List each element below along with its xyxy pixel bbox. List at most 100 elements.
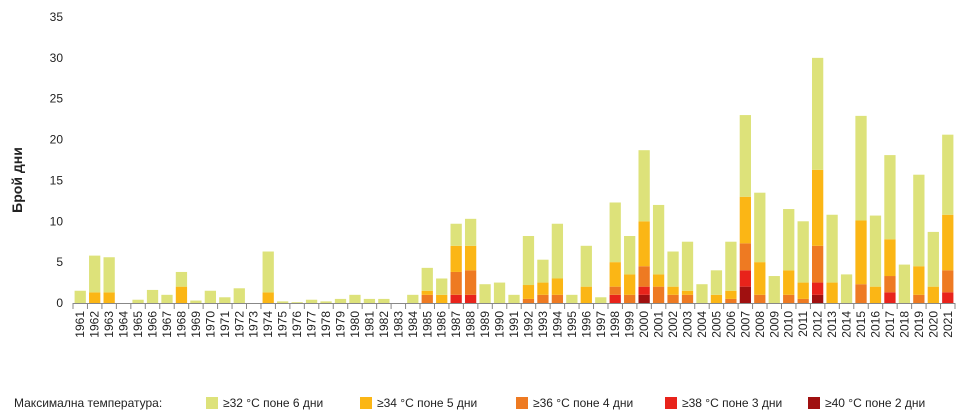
bar-segment [537,259,549,283]
x-tick-label: 1961 [73,311,87,338]
x-tick-label: 1965 [131,311,145,338]
x-tick-label: 1978 [319,311,333,338]
bar-segment [277,301,289,303]
x-tick-label: 1966 [146,311,160,338]
bar-segment [624,274,636,295]
bar-segment [464,294,477,303]
x-tick-label: 2004 [695,311,709,338]
bar-segment [522,235,535,286]
bar-segment [320,301,332,303]
bar-segment [624,294,636,303]
bar-segment [667,294,679,303]
x-tick-label: 1995 [565,311,579,338]
legend-swatch-icon [206,397,218,409]
bar-segment [797,282,809,299]
bar-segment [305,299,318,303]
bar-segment [146,289,159,303]
x-tick-label: 1996 [579,311,593,338]
x-tick-label: 2002 [666,311,680,338]
bar-segment [566,294,578,303]
x-tick-label: 1993 [536,311,550,338]
bar-segment [681,290,694,295]
y-axis-label: Брой дни [9,147,25,213]
bar-segment [450,223,462,246]
x-tick-label: 2015 [854,311,868,338]
x-tick-label: 1964 [117,311,131,338]
bar-segment [74,290,86,303]
bar-segment [551,278,564,295]
bar-segment [652,286,665,303]
bar-segment [450,271,462,295]
y-tick-label: 5 [56,255,63,269]
bar-segment [479,284,491,303]
bar-segment [768,276,780,303]
y-tick-label: 20 [50,133,64,147]
bar-segment [869,286,882,303]
bar-segment [638,266,650,287]
bar-segment [710,294,723,303]
bar-segment [942,270,954,293]
bar-segment [812,169,824,246]
x-tick-label: 1992 [521,311,535,338]
bar-segment [855,115,867,221]
legend: Максимална температура: ≥32 °C поне 6 дн… [14,396,925,410]
bar-segment [551,294,564,303]
bar-segment [739,115,751,197]
bars [74,57,954,303]
bar-segment [508,294,520,303]
x-tick-label: 1980 [348,311,362,338]
x-tick-label: 1991 [507,311,521,338]
x-tick-label: 2006 [724,311,738,338]
x-tick-label: 1981 [362,311,376,338]
legend-swatch-icon [360,397,372,409]
legend-swatch-icon [665,397,677,409]
x-tick-label: 1990 [493,311,507,338]
bar-segment [927,231,939,287]
bar-segment [942,214,954,271]
bar-segment [638,150,650,222]
bar-segment [797,298,809,303]
bar-segment [754,192,766,263]
x-tick-label: 1988 [464,311,478,338]
bar-segment [421,294,433,303]
y-tick-label: 15 [50,173,64,187]
bar-segment [450,294,462,303]
bar-segment [262,251,274,293]
x-tick-label: 2000 [637,311,651,338]
bar-segment [464,245,477,271]
bar-segment [190,300,202,303]
legend-entry-label: ≥40 °C поне 2 дни [825,396,925,410]
x-tick-label: 2019 [912,311,926,338]
bar-segment [783,209,795,271]
bar-segment [725,241,737,291]
x-tick-label: 2005 [709,311,723,338]
bar-segment [89,292,101,303]
legend-title: Максимална температура: [14,396,162,410]
bar-segment [739,196,751,244]
legend-swatch-icon [808,397,820,409]
x-tick-label: 1999 [623,311,637,338]
bar-segment [624,235,636,275]
bar-segment [219,297,231,303]
x-tick-label: 2016 [868,311,882,338]
x-axis-ticks: 1961 1962 1963 1964 1965 1966 1967 1968 1969 1970… [72,303,956,338]
bar-segment [884,155,896,240]
x-tick-label: 1994 [550,311,564,338]
x-tick-label: 1973 [247,311,261,338]
legend-swatch-icon [516,397,528,409]
bar-segment [942,134,954,215]
bar-segment [436,278,448,295]
bar-segment [132,299,144,303]
bar-segment [464,218,477,246]
bar-segment [710,270,723,295]
bar-segment [609,294,621,303]
legend-entry-label: ≥32 °C поне 6 дни [223,396,323,410]
bar-segment [812,245,824,283]
bar-segment [725,298,737,303]
x-tick-label: 2013 [825,311,839,338]
bar-segment [913,294,925,303]
bar-segment [783,294,795,303]
bar-segment [363,298,376,303]
bar-segment [652,204,665,275]
bar-segment [595,297,607,303]
